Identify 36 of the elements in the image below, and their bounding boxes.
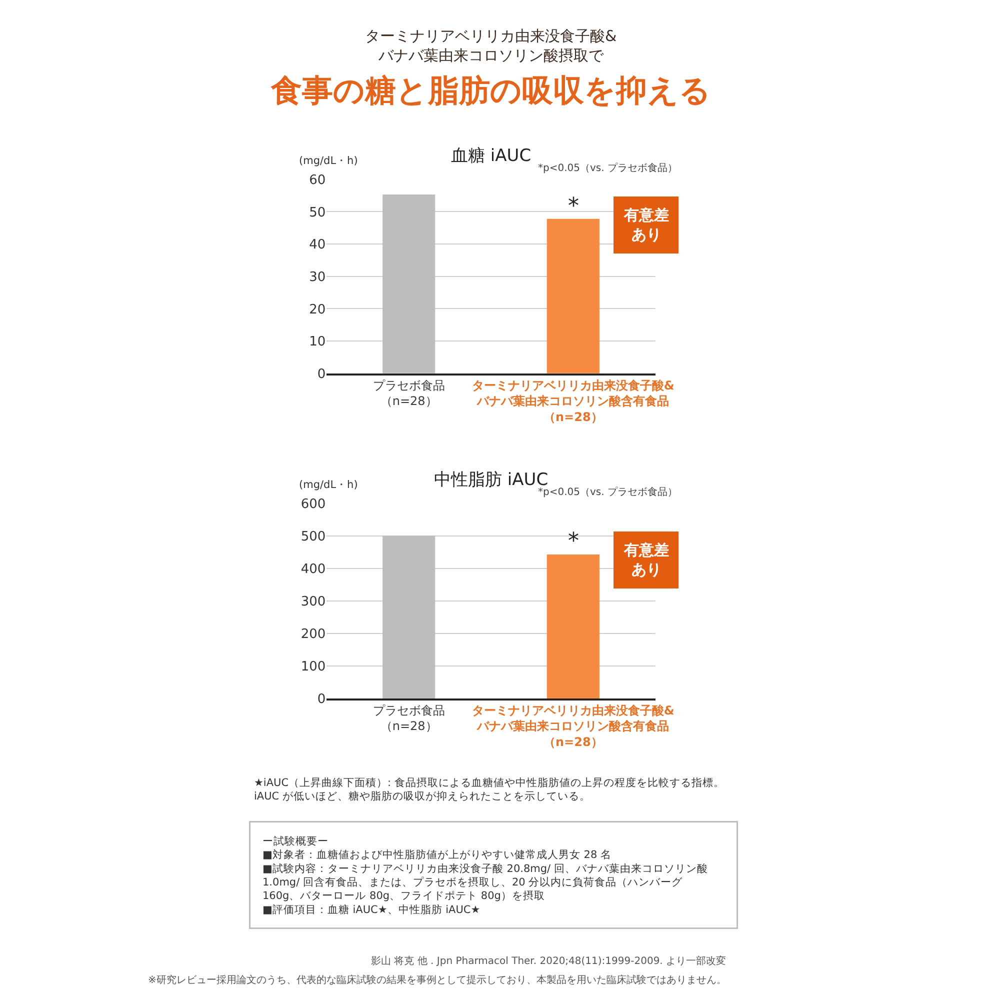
text: ※研究レビュー採用論文のうち、代表的な臨床試験の結果を事例として提示しており、本製品を用いた臨床試験ではありません。 xyxy=(148,974,726,986)
x-tick-label: プラセボ食品（n=28） xyxy=(372,704,445,734)
y-tick-label: 20 xyxy=(309,302,326,318)
annotation: 有意差あり xyxy=(623,541,669,578)
y-tick-label: 400 xyxy=(300,562,326,577)
text: 影山 将克 他 . Jpn Pharmacol Ther. 2020;48(11):1999-2009. より一部改変 xyxy=(371,955,726,967)
annotation: * xyxy=(568,529,579,554)
x-tick-label: ターミナリアベリリカ由来没食子酸& バナバ葉由来コロソリン酸含有食品（n=28） xyxy=(472,704,674,749)
y-tick-label: 0 xyxy=(317,692,326,708)
text: *p<0.05（vs. プラセボ食品） xyxy=(538,486,678,498)
y-tick-label: 30 xyxy=(309,270,326,285)
y-tick-label: 500 xyxy=(300,529,326,544)
y-axis-title: (mg/dL・h) xyxy=(299,479,358,491)
y-tick-label: 200 xyxy=(300,626,326,642)
text: *p<0.05（vs. プラセボ食品） xyxy=(538,162,678,174)
y-tick-label: 40 xyxy=(309,238,326,253)
y-tick-label: 100 xyxy=(300,659,326,674)
annotation: 有意差あり xyxy=(623,206,669,244)
y-tick-label: 0 xyxy=(317,366,326,382)
text: ー試験概要ー xyxy=(262,834,328,848)
text: ■対象者：血糖値および中性脂肪値が上がりやすい健常成人男女 28 名 xyxy=(262,848,612,862)
chart-title: 血糖 iAUC xyxy=(451,146,532,166)
text: ターミナリアベリリカ由来没食子酸& バナバ葉由来コロソリン酸摂取で xyxy=(365,27,617,64)
text: ★iAUC（上昇曲線下面積）: 食品摂取による血糖値や中性脂肪値の上昇の程度を比較する指標。iAUC が低いほど、糖や脂肪の吸収が抑えられたことを示している。 xyxy=(254,776,724,803)
y-tick-label: 600 xyxy=(300,496,326,512)
y-axis-title: (mg/dL・h) xyxy=(299,155,358,167)
y-tick-label: 60 xyxy=(309,172,326,188)
text: 食事の糖と脂肪の吸収を抑える xyxy=(270,73,711,109)
x-tick-label: ターミナリアベリリカ由来没食子酸& バナバ葉由来コロソリン酸含有食品（n=28） xyxy=(472,378,674,424)
text: ■試験内容：ターミナリアベリリカ由来没食子酸 20.8mg/ 回、バナバ葉由来コロソリン酸 1.0mg/ 回含有食品、または、プラセボを摂取し、20 分以内に負荷食品（ハンバーグ 160g、バターロール 80g、フライドポテト 80g）を摂取 xyxy=(262,862,708,902)
x-tick-label: プラセボ食品（n=28） xyxy=(372,378,445,408)
y-tick-label: 50 xyxy=(309,205,326,220)
y-tick-label: 10 xyxy=(309,334,326,350)
text: ■評価項目：血糖 iAUC★、中性脂肪 iAUC★ xyxy=(262,902,480,916)
annotation: * xyxy=(568,194,579,219)
y-tick-label: 300 xyxy=(300,594,326,610)
